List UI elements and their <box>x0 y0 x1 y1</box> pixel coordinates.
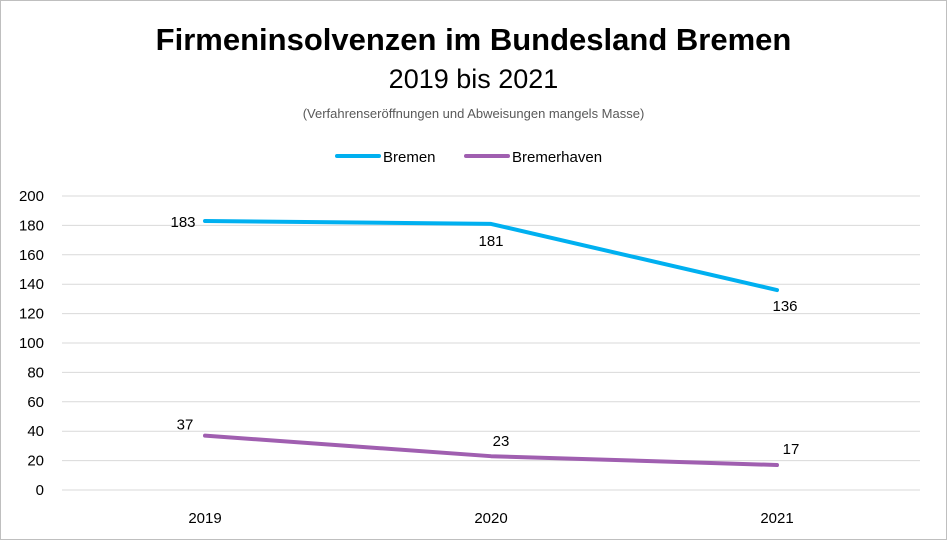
data-label: 23 <box>493 433 510 450</box>
y-tick-label: 100 <box>19 335 44 352</box>
y-axis-labels: 0 20 40 60 80 100 120 140 160 180 200 <box>19 188 44 499</box>
legend-label-bremerhaven: Bremerhaven <box>512 149 602 166</box>
data-label: 181 <box>478 233 503 250</box>
chart-subtitle: 2019 bis 2021 <box>388 64 559 94</box>
x-tick-label: 2021 <box>760 510 793 527</box>
y-tick-label: 80 <box>27 364 44 381</box>
y-tick-label: 140 <box>19 276 44 293</box>
y-tick-label: 180 <box>19 217 44 234</box>
y-tick-label: 160 <box>19 247 44 264</box>
legend-label-bremen: Bremen <box>383 149 436 166</box>
y-tick-label: 200 <box>19 188 44 205</box>
x-tick-label: 2019 <box>188 510 221 527</box>
legend: Bremen Bremerhaven <box>335 149 602 166</box>
series-lines <box>203 218 779 468</box>
data-label: 136 <box>772 298 797 315</box>
chart-title: Firmeninsolvenzen im Bundesland Bremen <box>155 22 792 57</box>
x-axis-labels: 2019 2020 2021 <box>188 510 793 527</box>
data-label: 183 <box>170 214 195 231</box>
y-tick-label: 0 <box>36 482 44 499</box>
data-label: 37 <box>177 417 194 434</box>
series-line-bremen <box>203 218 779 293</box>
series-line-bremerhaven <box>203 433 779 468</box>
data-label: 17 <box>783 441 800 458</box>
y-tick-label: 40 <box>27 423 44 440</box>
gridlines <box>62 195 920 491</box>
data-labels: 183 181 136 37 23 17 <box>170 214 799 458</box>
chart-note: (Verfahrenseröffnungen und Abweisungen m… <box>302 106 645 121</box>
x-tick-label: 2020 <box>474 510 507 527</box>
y-tick-label: 120 <box>19 306 44 323</box>
y-tick-label: 60 <box>27 394 44 411</box>
y-tick-label: 20 <box>27 453 44 470</box>
